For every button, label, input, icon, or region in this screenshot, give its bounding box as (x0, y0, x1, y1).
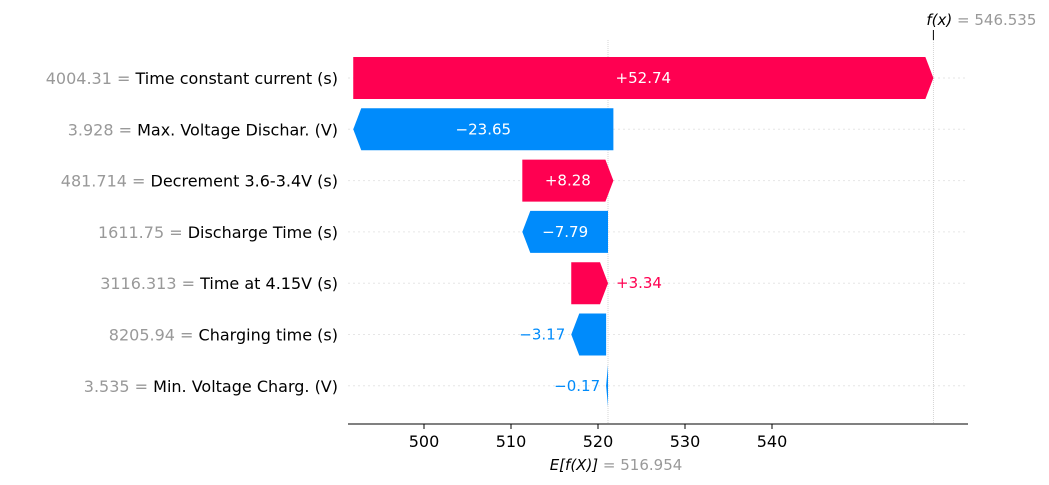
output-value-symbol: f(x) (926, 11, 957, 29)
feature-name: Time at 4.15V (s) (199, 274, 338, 293)
feature-label: 1611.75 = Discharge Time (s) (98, 223, 338, 242)
waterfall-bar (571, 313, 607, 356)
feature-name: Decrement 3.6-3.4V (s) (151, 172, 338, 191)
bar-value-label: −23.65 (456, 120, 512, 138)
feature-label: 3.928 = Max. Voltage Dischar. (V) (68, 120, 338, 139)
bar-value-label: +52.74 (616, 69, 672, 87)
feature-value: 481.714 = (61, 172, 151, 191)
feature-name: Time constant current (s) (134, 69, 338, 88)
output-value-number: = 546.535 (957, 11, 1036, 29)
waterfall-bar (353, 108, 614, 151)
x-tick-label: 540 (757, 432, 788, 451)
feature-label: 481.714 = Decrement 3.6-3.4V (s) (61, 172, 338, 191)
base-value-label: E[f(X)] = 516.954 (550, 456, 683, 474)
x-tick-label: 530 (670, 432, 701, 451)
waterfall-bar (522, 210, 608, 253)
waterfall-bar (353, 57, 934, 99)
base-value-number: = 516.954 (603, 456, 682, 474)
feature-value: 3116.313 = (100, 274, 200, 293)
bar-value-label: +8.28 (545, 172, 591, 190)
feature-value: 8205.94 = (109, 326, 199, 345)
feature-name: Max. Voltage Dischar. (V) (137, 120, 338, 139)
output-value-label: f(x) = 546.535 (926, 11, 1036, 29)
feature-name: Charging time (s) (199, 326, 338, 345)
feature-name: Discharge Time (s) (188, 223, 338, 242)
feature-label: 3.535 = Min. Voltage Charg. (V) (84, 377, 338, 396)
x-tick-label: 510 (496, 432, 527, 451)
waterfall-bar (571, 262, 608, 305)
feature-label: 8205.94 = Charging time (s) (109, 326, 338, 345)
feature-value: 3.928 = (68, 120, 137, 139)
bar-value-label: −0.17 (554, 377, 600, 395)
bar-value-label: −7.79 (542, 223, 588, 241)
feature-name: Min. Voltage Charg. (V) (153, 377, 338, 396)
x-tick-label: 520 (583, 432, 614, 451)
feature-value: 4004.31 = (46, 69, 136, 88)
x-tick-label: 500 (409, 432, 440, 451)
waterfall-bar (606, 364, 608, 407)
feature-value: 1611.75 = (98, 223, 188, 242)
base-value-symbol: E[f(X)] (550, 456, 603, 474)
feature-label: 3116.313 = Time at 4.15V (s) (100, 274, 338, 293)
waterfall-bar (522, 159, 614, 202)
feature-value: 3.535 = (84, 377, 153, 396)
bar-value-label: −3.17 (519, 326, 565, 344)
feature-label: 4004.31 = Time constant current (s) (46, 69, 338, 88)
bar-value-label: +3.34 (616, 274, 662, 292)
